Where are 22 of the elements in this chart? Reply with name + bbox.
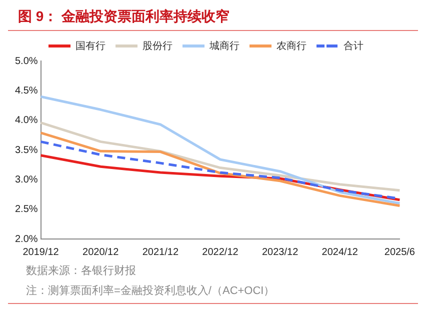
text: 注：测算票面利率=金融投资利息收入/（AC+OCI） [26, 284, 276, 299]
y-tick-label: 4.0% [14, 115, 38, 126]
y-tick-label: 2.5% [14, 204, 38, 216]
legend-label: 国有行 [76, 40, 106, 52]
chart-title: 图 9： 金融投资票面利率持续收窄 [8, 8, 418, 31]
x-tick-label: 2023/12 [262, 246, 299, 258]
legend-label: 城商行 [208, 40, 240, 52]
y-tick-label: 3.0% [14, 174, 38, 186]
legend-label: 股份行 [142, 40, 172, 52]
x-tick-label: 2025/6 [384, 246, 416, 258]
y-tick-label: 4.5% [14, 85, 38, 96]
source-note: 数据来源：各银行财报 [26, 264, 137, 279]
y-tick-label: 5.0% [14, 56, 38, 67]
y-tick-label: 3.5% [14, 144, 38, 156]
x-tick-label: 2019/12 [22, 246, 60, 258]
legend-label: 农商行 [276, 40, 306, 52]
y-tick-label: 2.0% [14, 234, 38, 245]
legend-label: 合计 [344, 40, 364, 52]
x-tick-label: 2020/12 [82, 246, 120, 258]
x-tick-label: 2021/12 [142, 246, 179, 258]
x-tick-label: 2022/12 [202, 246, 239, 258]
x-tick-label: 2024/12 [322, 246, 358, 258]
